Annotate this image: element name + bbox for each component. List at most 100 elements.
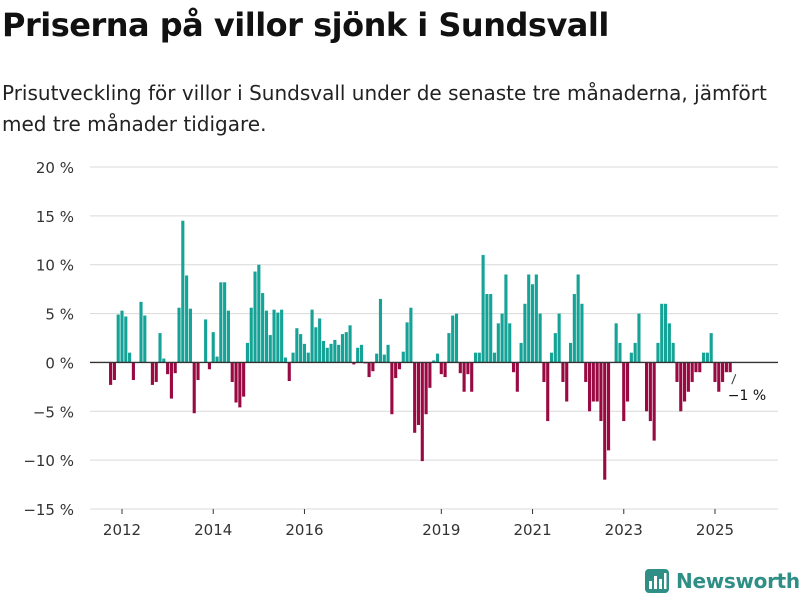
bar [709, 333, 713, 363]
bar [667, 323, 671, 363]
bar [367, 362, 371, 378]
bar [169, 362, 173, 399]
bar [340, 334, 345, 363]
bar [310, 309, 314, 363]
bar [534, 274, 538, 363]
newsworthy-logo-icon [645, 569, 669, 593]
bar [591, 362, 595, 402]
brand-name: Newsworthy [676, 569, 800, 593]
bar [249, 307, 253, 363]
bar [694, 362, 698, 373]
bar [443, 362, 447, 378]
bar [253, 271, 257, 363]
bar [500, 313, 504, 363]
bar [568, 342, 573, 363]
x-axis: 2012 2014 2016 2019 2021 2023 2025 [103, 509, 734, 539]
bar [584, 362, 588, 382]
bar [162, 358, 166, 363]
y-tick-label: −5 % [33, 403, 74, 421]
bar [447, 333, 451, 363]
bar [173, 362, 177, 374]
bar [283, 357, 288, 363]
bar [473, 352, 478, 363]
bar [428, 362, 432, 388]
annotation-leader [731, 374, 737, 385]
bar [204, 319, 208, 363]
bar [109, 362, 113, 385]
bar [158, 333, 162, 363]
bar [675, 362, 679, 382]
brand-logo: Newsworthy [644, 568, 800, 594]
bar [603, 362, 607, 480]
bar [530, 284, 535, 363]
bar [318, 318, 322, 363]
bar [717, 362, 721, 392]
bar [576, 274, 580, 363]
bar [561, 362, 565, 382]
bar [356, 347, 360, 363]
bar [177, 307, 181, 363]
bar [549, 352, 554, 363]
bar [359, 344, 364, 363]
bar [420, 362, 424, 462]
bar [546, 362, 550, 422]
annotation: −1 % [728, 374, 766, 404]
bar [553, 333, 557, 363]
bar [192, 362, 196, 414]
bar [690, 362, 694, 382]
bar [382, 354, 386, 363]
bar [648, 362, 652, 422]
bar [705, 352, 709, 363]
bar [272, 309, 276, 363]
bar [618, 342, 622, 363]
y-tick-label: 0 % [45, 354, 74, 372]
bar [671, 342, 675, 363]
y-axis: −15 % −10 % −5 % 0 % 5 % 10 % 15 % 20 % [23, 159, 74, 519]
x-tick-label: 2023 [605, 521, 643, 539]
bar [306, 352, 310, 363]
bar [432, 360, 436, 363]
bar [625, 362, 630, 402]
y-tick-label: 15 % [36, 208, 74, 226]
bar [679, 362, 683, 412]
x-tick-label: 2014 [194, 521, 232, 539]
bar [606, 362, 611, 451]
bar [477, 352, 481, 363]
x-tick-label: 2016 [285, 521, 323, 539]
y-tick-label: 5 % [45, 306, 74, 324]
chart-subtitle: Prisutveckling för villor i Sundsvall un… [2, 81, 767, 136]
bar [492, 352, 497, 363]
bar [261, 293, 265, 363]
bar [128, 352, 132, 363]
bar [489, 294, 493, 363]
bar [188, 308, 192, 363]
bar [633, 342, 637, 363]
bar [652, 362, 656, 441]
bar [245, 342, 249, 363]
bar [150, 362, 154, 385]
bar [572, 294, 576, 363]
bar [523, 303, 527, 363]
bar [702, 352, 706, 363]
bar [287, 362, 291, 381]
bar [116, 314, 120, 363]
bar [219, 282, 223, 363]
bar [257, 264, 261, 363]
bar [405, 322, 409, 363]
bar [698, 362, 702, 373]
bar [268, 335, 272, 363]
bar [185, 275, 189, 363]
x-tick-label: 2019 [422, 521, 460, 539]
bar [325, 347, 329, 363]
bar [230, 362, 234, 382]
bar [124, 316, 128, 363]
bar [166, 362, 170, 375]
bar [458, 362, 462, 374]
bar [416, 362, 421, 425]
bar [337, 344, 341, 363]
bar [238, 362, 242, 408]
x-tick-label: 2021 [513, 521, 551, 539]
bar [112, 362, 116, 381]
bar [424, 362, 428, 415]
bar [527, 274, 531, 363]
